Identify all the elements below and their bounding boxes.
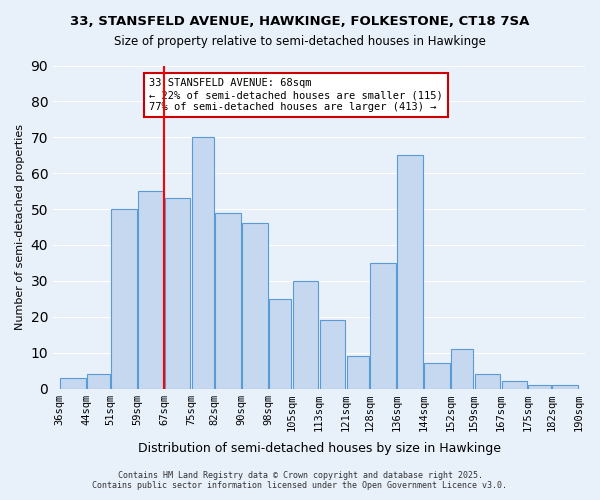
X-axis label: Distribution of semi-detached houses by size in Hawkinge: Distribution of semi-detached houses by … (137, 442, 500, 455)
Bar (165, 198, 190, 388)
Text: Size of property relative to semi-detached houses in Hawkinge: Size of property relative to semi-detach… (114, 35, 486, 48)
Bar (320, 320, 345, 388)
Text: 33 STANSFELD AVENUE: 68sqm
← 22% of semi-detached houses are smaller (115)
77% o: 33 STANSFELD AVENUE: 68sqm ← 22% of semi… (149, 78, 443, 112)
Bar (61, 378, 86, 388)
Bar (87, 374, 110, 388)
Bar (242, 224, 268, 388)
Bar (269, 299, 292, 388)
Text: Contains HM Land Registry data © Crown copyright and database right 2025.
Contai: Contains HM Land Registry data © Crown c… (92, 470, 508, 490)
Bar (502, 382, 527, 388)
Bar (529, 385, 551, 388)
Bar (552, 385, 578, 388)
Bar (347, 356, 369, 388)
Bar (451, 349, 473, 389)
Y-axis label: Number of semi-detached properties: Number of semi-detached properties (15, 124, 25, 330)
Bar (111, 209, 137, 388)
Bar (293, 281, 319, 388)
Bar (424, 364, 449, 388)
Bar (397, 155, 423, 388)
Text: 33, STANSFELD AVENUE, HAWKINGE, FOLKESTONE, CT18 7SA: 33, STANSFELD AVENUE, HAWKINGE, FOLKESTO… (70, 15, 530, 28)
Bar (370, 263, 396, 388)
Bar (138, 191, 163, 388)
Bar (191, 138, 214, 388)
Bar (475, 374, 500, 388)
Bar (215, 212, 241, 388)
